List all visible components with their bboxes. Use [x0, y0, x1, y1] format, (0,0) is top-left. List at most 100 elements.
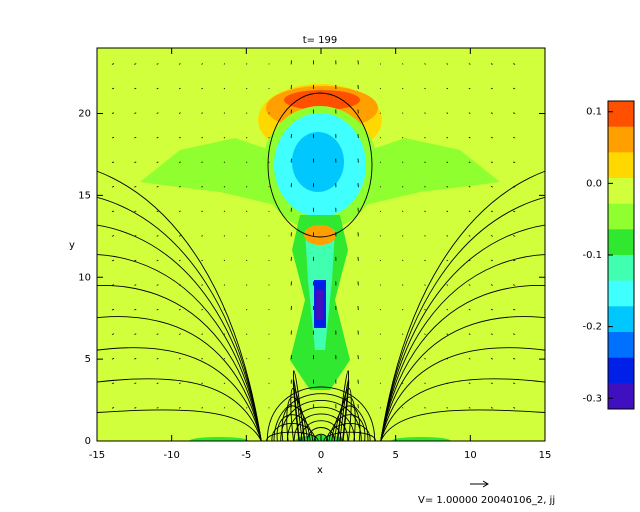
- velocity-arrow: [402, 112, 404, 114]
- velocity-arrow: [513, 161, 516, 163]
- velocity-arrow: [134, 382, 137, 385]
- velocity-arrow: [424, 259, 426, 262]
- velocity-arrow: [246, 136, 248, 139]
- velocity-arrow: [223, 259, 226, 262]
- velocity-arrow: [156, 161, 159, 163]
- velocity-arrow: [402, 235, 404, 237]
- field-line: [380, 378, 545, 441]
- velocity-arrow: [134, 210, 137, 213]
- velocity-arrow: [379, 235, 382, 237]
- velocity-arrow: [446, 63, 449, 65]
- x-axis-label: x: [317, 465, 323, 476]
- velocity-arrow: [513, 382, 516, 385]
- velocity-arrow: [490, 210, 493, 213]
- velocity-arrow: [513, 333, 516, 335]
- field-line: [97, 316, 262, 441]
- velocity-arrow: [134, 186, 137, 188]
- colorbar-band: [608, 203, 634, 230]
- velocity-arrow: [111, 186, 115, 188]
- velocity-arrow: [468, 284, 471, 286]
- velocity-arrow: [111, 136, 115, 139]
- velocity-arrow: [223, 284, 226, 286]
- colorbar-band: [608, 280, 634, 307]
- velocity-arrow: [424, 407, 426, 409]
- field-line: [97, 378, 262, 441]
- reference-arrowhead: [482, 480, 489, 488]
- velocity-arrow: [111, 259, 115, 262]
- velocity-arrow: [246, 259, 248, 262]
- velocity-arrow: [402, 136, 404, 139]
- velocity-arrow: [156, 382, 159, 385]
- velocity-arrow: [379, 63, 382, 65]
- velocity-arrow: [111, 87, 115, 90]
- velocity-arrow: [246, 358, 248, 360]
- field-line: [380, 316, 545, 441]
- x-tick-label: 15: [539, 450, 552, 461]
- field: [97, 48, 545, 441]
- velocity-arrow: [268, 235, 270, 237]
- field-line: [333, 396, 356, 441]
- velocity-arrow: [446, 235, 449, 237]
- field-line: [97, 285, 262, 441]
- velocity-arrow: [513, 136, 516, 139]
- velocity-arrow: [402, 87, 404, 90]
- y-tick-label: 0: [85, 436, 91, 447]
- field-line: [337, 370, 349, 441]
- velocity-arrow: [223, 333, 226, 335]
- velocity-arrow: [379, 210, 382, 212]
- velocity-arrow: [468, 357, 471, 360]
- field-line: [97, 254, 262, 441]
- velocity-arrow: [402, 186, 404, 188]
- velocity-arrow: [268, 284, 270, 286]
- velocity-arrow: [468, 407, 471, 409]
- velocity-arrow: [156, 259, 159, 262]
- velocity-arrow: [424, 136, 426, 139]
- velocity-arrow: [111, 308, 115, 311]
- velocity-arrow: [513, 87, 516, 90]
- velocity-arrow: [134, 112, 137, 114]
- velocity-arrow: [268, 161, 270, 163]
- velocity-arrow: [178, 333, 181, 335]
- x-tick-label: -5: [241, 450, 251, 461]
- velocity-arrow: [223, 407, 226, 409]
- velocity-arrow: [156, 308, 159, 311]
- colorbar-band: [608, 255, 634, 281]
- velocity-arrow: [424, 382, 426, 385]
- velocity-arrow: [201, 63, 203, 65]
- velocity-arrow: [490, 308, 493, 311]
- field-line: [293, 413, 349, 441]
- velocity-arrow: [490, 407, 493, 409]
- velocity-arrow: [513, 112, 516, 114]
- velocity-arrow: [446, 161, 449, 163]
- x-tick-label: 10: [464, 450, 477, 461]
- velocity-arrow: [379, 161, 382, 163]
- velocity-arrow: [201, 210, 203, 213]
- velocity-arrow: [178, 308, 181, 311]
- velocity-arrow: [468, 186, 471, 188]
- velocity-arrow: [156, 407, 159, 409]
- velocity-arrow: [156, 333, 159, 335]
- velocity-arrow: [134, 87, 137, 90]
- velocity-arrow: [379, 407, 382, 409]
- field-line: [313, 433, 329, 441]
- velocity-arrow: [156, 284, 159, 286]
- velocity-arrow: [268, 358, 270, 360]
- velocity-arrow: [111, 161, 115, 163]
- field-line: [293, 370, 305, 441]
- velocity-arrow: [513, 235, 516, 237]
- velocity-arrow: [178, 382, 181, 385]
- velocity-arrow: [201, 308, 203, 311]
- velocity-arrow: [490, 357, 493, 360]
- velocity-arrow: [379, 112, 382, 114]
- field-line: [286, 396, 309, 441]
- velocity-arrow: [424, 333, 426, 335]
- velocity-arrow: [246, 382, 248, 384]
- velocity-arrow: [513, 186, 516, 188]
- velocity-arrow: [468, 112, 471, 114]
- velocity-arrow: [468, 308, 471, 311]
- velocity-arrow: [424, 358, 426, 360]
- velocity-arrow: [379, 284, 382, 286]
- field-line: [380, 285, 545, 441]
- velocity-arrow: [402, 210, 404, 213]
